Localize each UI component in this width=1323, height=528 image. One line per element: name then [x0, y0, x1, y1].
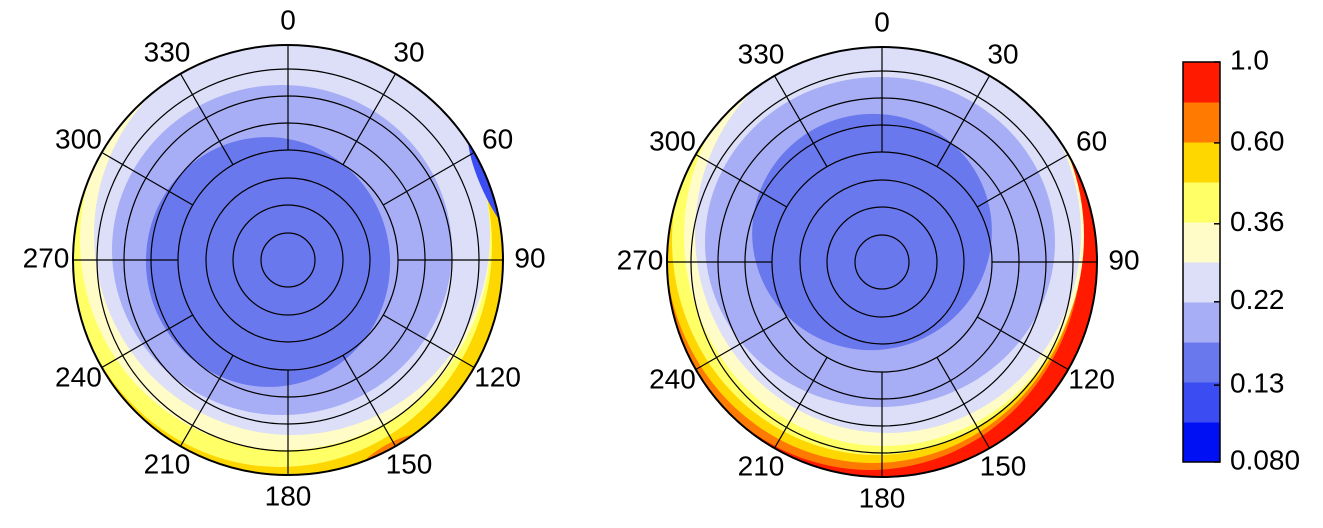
angle-label: 90 — [514, 242, 545, 273]
angle-label: 30 — [987, 38, 1018, 69]
colorbar-band — [1183, 222, 1220, 263]
angle-label: 180 — [265, 480, 312, 511]
angular-grid — [179, 354, 234, 447]
angular-grid — [936, 75, 991, 168]
angle-label: 300 — [55, 123, 102, 154]
colorbar-tick-label: 0.13 — [1230, 368, 1285, 399]
angle-label: 60 — [482, 123, 513, 154]
angle-label: 240 — [649, 363, 696, 394]
angle-label: 90 — [1108, 244, 1139, 275]
angular-grid — [342, 73, 397, 166]
angle-label: 60 — [1076, 125, 1107, 156]
angle-label: 120 — [474, 361, 521, 392]
angular-grid — [773, 75, 828, 168]
angle-label: 330 — [144, 36, 191, 67]
angle-label: 240 — [55, 361, 102, 392]
radial-grid — [260, 232, 316, 288]
angular-grid — [382, 314, 475, 369]
radial-grid — [205, 177, 371, 343]
colorbar-band — [1183, 62, 1220, 103]
angular-grid — [101, 314, 194, 369]
colorbar-tick-label: 0.080 — [1230, 444, 1300, 475]
angle-label: 30 — [393, 36, 424, 67]
colorbar-band — [1183, 382, 1220, 423]
colorbar-band — [1183, 142, 1220, 183]
angle-label: 330 — [738, 38, 785, 69]
angular-grid — [773, 356, 828, 449]
contour-band — [145, 137, 391, 387]
angle-label: 150 — [980, 451, 1027, 482]
contour-band — [752, 113, 992, 351]
contour-field — [73, 45, 503, 475]
angular-grid — [695, 316, 788, 371]
radial-grid — [799, 179, 965, 345]
angle-label: 210 — [738, 451, 785, 482]
colorbar-band — [1183, 262, 1220, 303]
angle-label: 150 — [386, 449, 433, 480]
angle-label: 270 — [23, 242, 70, 273]
colorbar-tick-label: 0.22 — [1230, 284, 1285, 315]
angle-label: 300 — [649, 125, 696, 156]
angular-grid — [179, 73, 234, 166]
radial-grid — [826, 206, 938, 318]
radial-grid — [854, 234, 910, 290]
colorbar-band — [1183, 422, 1220, 463]
colorbar-band — [1183, 302, 1220, 343]
colorbar-band — [1183, 182, 1220, 223]
colorbar-frame — [1182, 61, 1221, 463]
angular-grid — [976, 316, 1069, 371]
angle-label: 120 — [1068, 363, 1115, 394]
colorbar-band — [1183, 342, 1220, 383]
angular-grid — [101, 151, 194, 206]
angle-label: 210 — [144, 449, 191, 480]
colorbar-tick-label: 1.0 — [1230, 44, 1269, 75]
angle-label: 0 — [874, 6, 890, 37]
radial-grid — [232, 204, 344, 316]
angular-grid — [382, 151, 475, 206]
angular-grid — [342, 354, 397, 447]
colorbar-tick-label: 0.60 — [1230, 125, 1285, 156]
angular-grid — [695, 153, 788, 208]
angle-label: 270 — [617, 244, 664, 275]
colorbar-tick-label: 0.36 — [1230, 206, 1285, 237]
angle-label: 180 — [859, 482, 906, 513]
angular-grid — [936, 356, 991, 449]
angle-label: 0 — [280, 4, 296, 35]
angular-grid — [976, 153, 1069, 208]
colorbar-band — [1183, 102, 1220, 143]
